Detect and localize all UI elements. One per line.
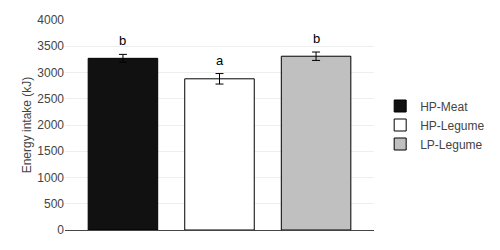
- svg-text:b: b: [313, 31, 320, 46]
- svg-text:2500: 2500: [37, 92, 64, 106]
- svg-text:3500: 3500: [37, 39, 64, 53]
- svg-text:HP-Legume: HP-Legume: [420, 119, 484, 133]
- svg-text:1500: 1500: [37, 144, 64, 158]
- svg-text:LP-Legume: LP-Legume: [420, 138, 482, 152]
- svg-text:HP-Meat: HP-Meat: [420, 100, 468, 114]
- svg-text:4000: 4000: [37, 13, 64, 27]
- svg-text:Energy intake (kJ): Energy intake (kJ): [20, 77, 34, 174]
- svg-text:2000: 2000: [37, 118, 64, 132]
- svg-text:b: b: [119, 33, 126, 48]
- svg-text:0: 0: [57, 223, 64, 237]
- svg-text:1000: 1000: [37, 171, 64, 185]
- svg-text:a: a: [216, 53, 224, 68]
- svg-text:3000: 3000: [37, 66, 64, 80]
- svg-text:500: 500: [44, 197, 64, 211]
